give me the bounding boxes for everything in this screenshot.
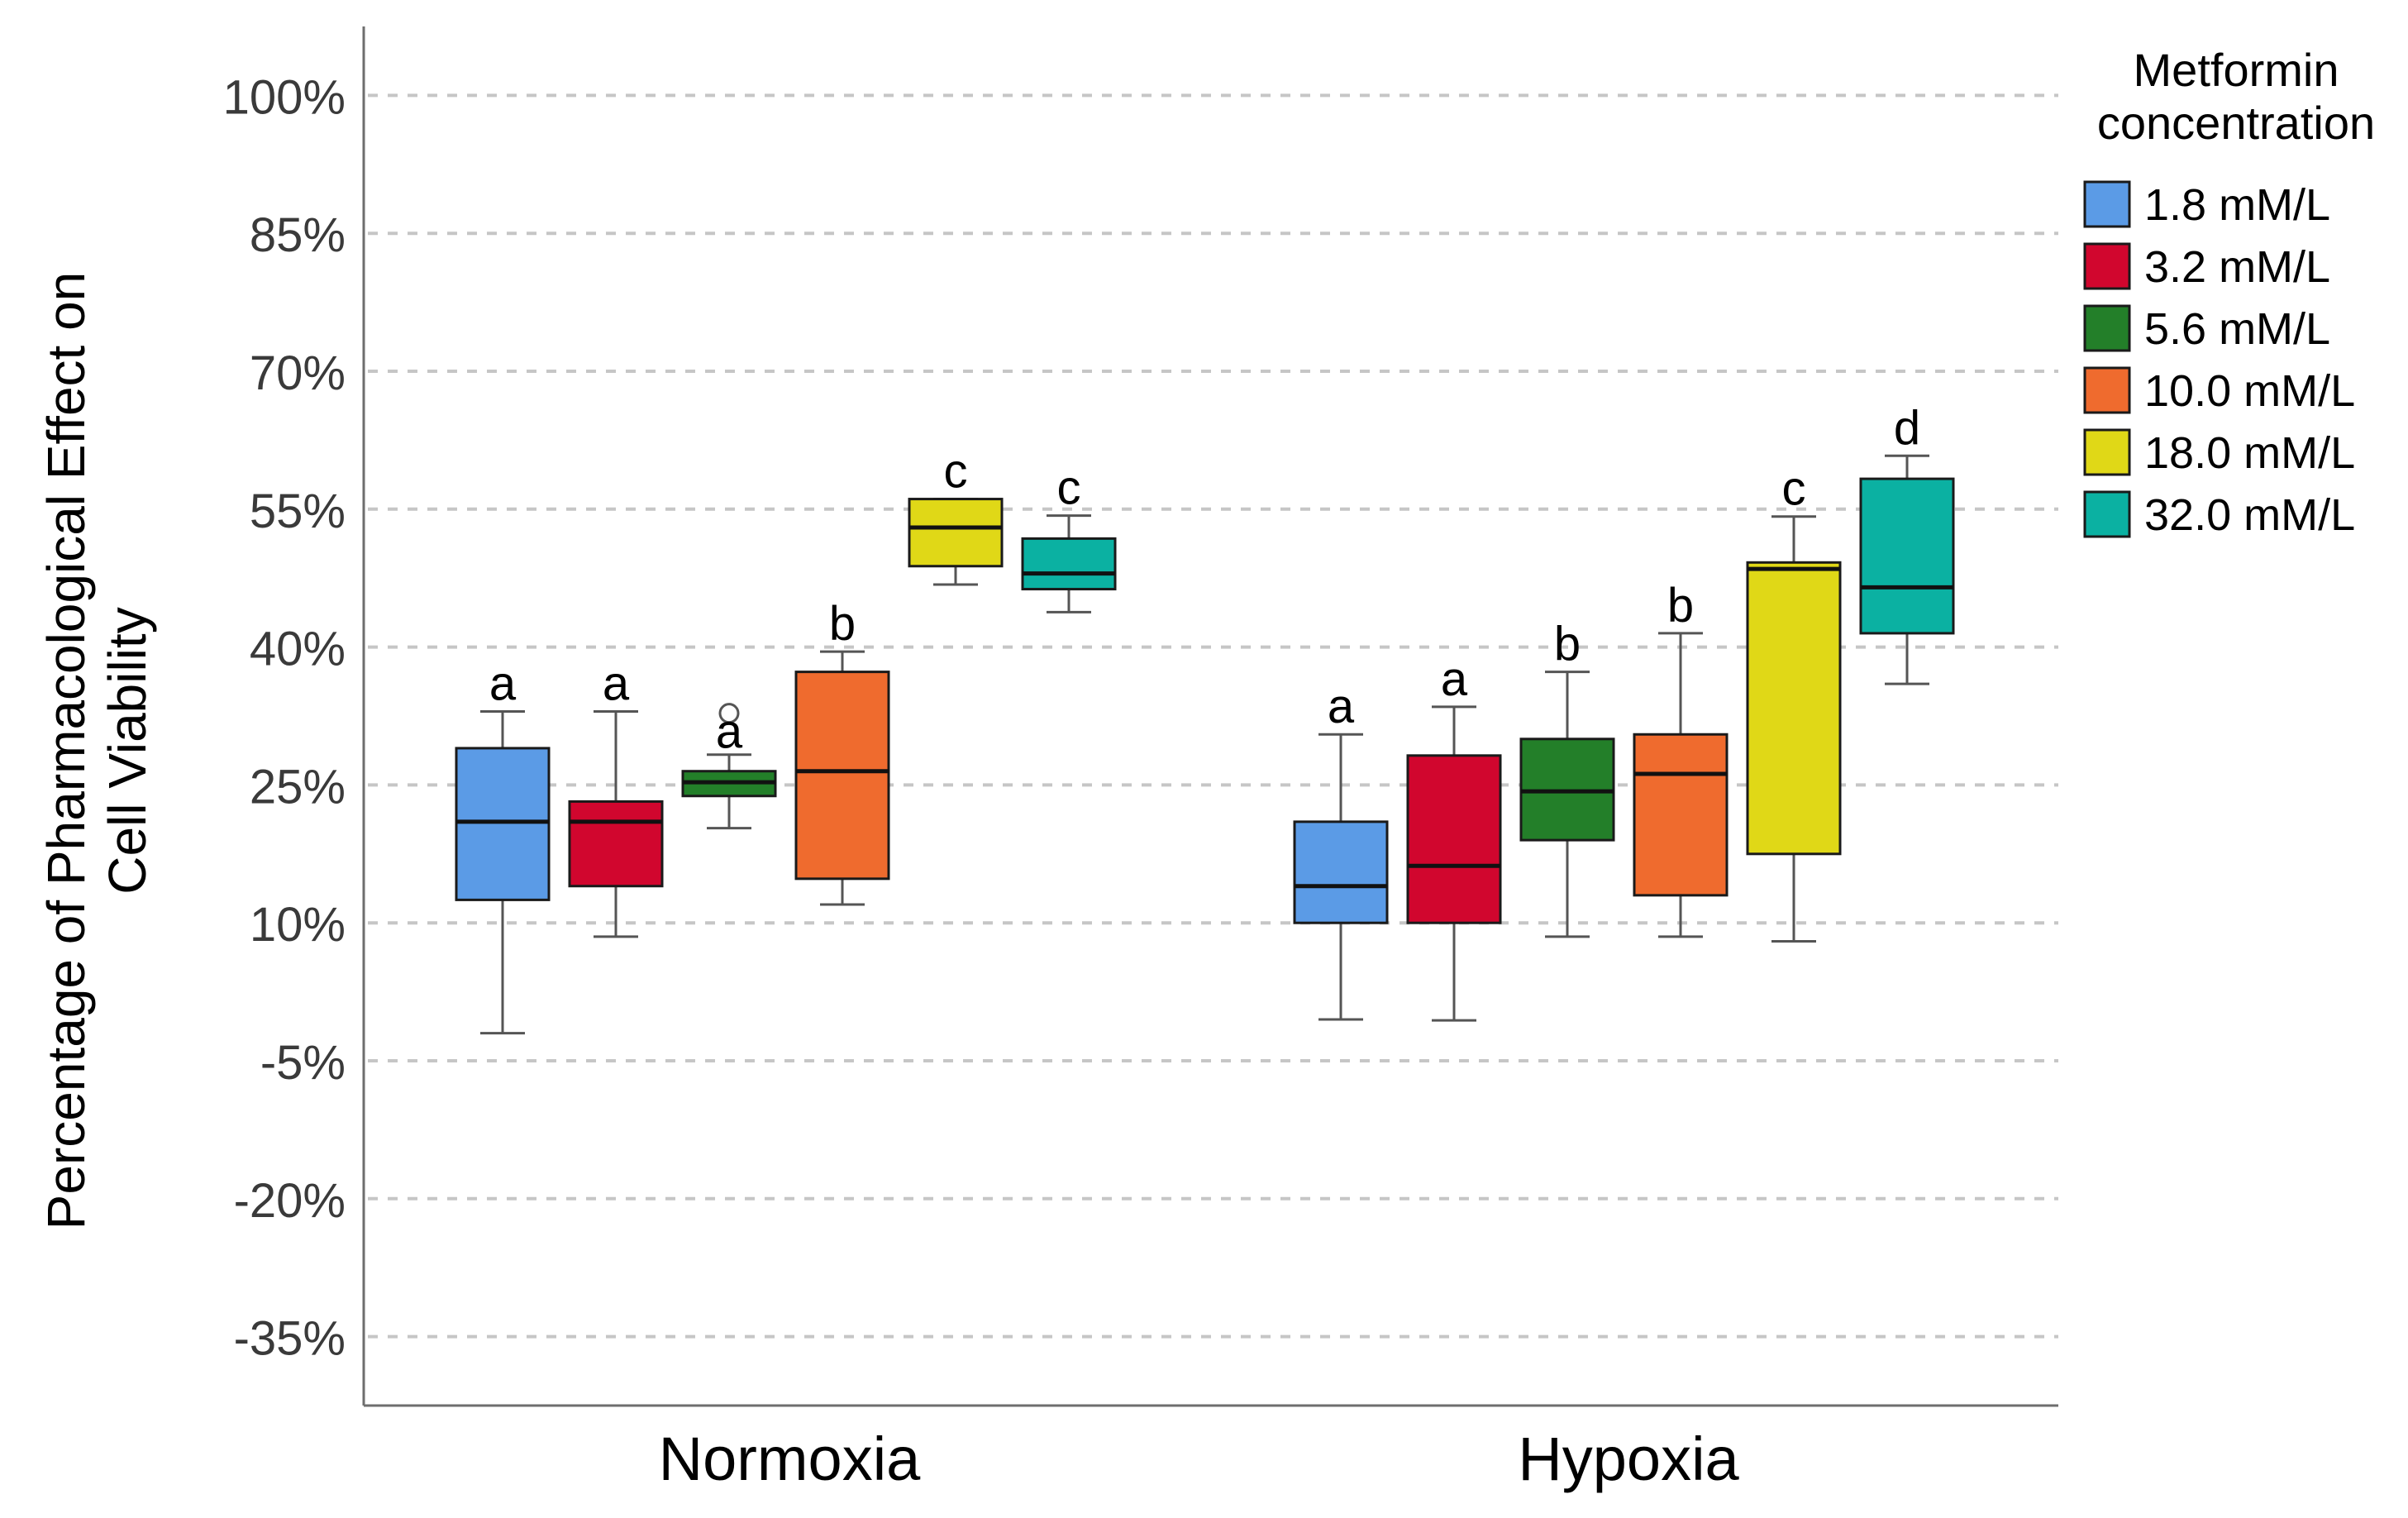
box-iqr	[908, 498, 1004, 568]
x-category-hypoxia: Hypoxia	[1518, 1425, 1739, 1493]
y-tick-label: 40%	[250, 623, 346, 676]
box-hypoxia-4	[1633, 632, 1729, 938]
legend-label: 32.0 mM/L	[2144, 490, 2355, 540]
y-tick-label: 10%	[250, 898, 346, 952]
box-iqr	[1293, 820, 1389, 924]
box-normoxia-6	[1021, 514, 1117, 613]
legend-swatch	[2083, 366, 2131, 414]
significance-letter: a	[1328, 680, 1355, 733]
significance-letter: b	[1667, 579, 1694, 632]
significance-letter: a	[603, 656, 630, 710]
y-tick-label: -35%	[234, 1312, 346, 1366]
box-iqr	[1021, 537, 1117, 591]
significance-letter: c	[1782, 462, 1806, 516]
box-iqr	[794, 671, 890, 881]
legend-item-3: 5.6 mM/L	[2083, 304, 2330, 354]
box-iqr	[1746, 561, 1842, 856]
significance-letter: b	[1554, 618, 1581, 671]
axes	[362, 26, 2058, 1407]
outlier-point	[718, 703, 740, 724]
legend-item-4: 10.0 mM/L	[2083, 366, 2355, 416]
x-category-normoxia: Normoxia	[659, 1425, 921, 1493]
y-axis-title-line2: Cell Viability	[98, 607, 157, 894]
legend-item-6: 32.0 mM/L	[2083, 490, 2355, 540]
y-tick-label: 55%	[250, 485, 346, 538]
legend-label: 5.6 mM/L	[2144, 304, 2330, 354]
significance-letters: a a a a a b b b c c c d	[489, 401, 1920, 758]
box-normoxia-1	[455, 709, 551, 1035]
significance-letter: a	[1441, 652, 1468, 706]
y-axis-title: Percentage of Pharmacological Effect on …	[36, 272, 157, 1230]
box-normoxia-4	[794, 650, 890, 906]
box-hypoxia-6	[1859, 454, 1955, 685]
box-hypoxia-1	[1293, 733, 1389, 1021]
legend-swatch	[2083, 304, 2131, 352]
significance-letter: c	[944, 445, 968, 499]
legend-label: 3.2 mM/L	[2144, 242, 2330, 292]
box-iqr	[568, 800, 664, 888]
box-normoxia-5	[908, 498, 1004, 586]
box-iqr	[455, 747, 551, 901]
legend-label: 1.8 mM/L	[2144, 180, 2330, 230]
significance-letter: b	[829, 597, 856, 651]
y-tick-label: -20%	[234, 1174, 346, 1228]
significance-letter: a	[716, 705, 743, 759]
legend-label: 18.0 mM/L	[2144, 428, 2355, 478]
y-axis-title-line1: Percentage of Pharmacological Effect on	[36, 272, 96, 1230]
legend-item-2: 3.2 mM/L	[2083, 242, 2330, 292]
legend-item-5: 18.0 mM/L	[2083, 428, 2355, 478]
significance-letter: c	[1057, 461, 1081, 515]
box-hypoxia-5	[1746, 515, 1842, 943]
box-iqr	[1406, 754, 1502, 924]
legend-title-line1: Metformin	[2134, 44, 2339, 96]
legend-swatch	[2083, 490, 2131, 538]
box-hypoxia-2	[1406, 705, 1502, 1022]
y-tick-label: 100%	[223, 70, 346, 124]
boxes	[455, 454, 1955, 1035]
significance-letter: d	[1894, 401, 1920, 455]
box-hypoxia-3	[1519, 671, 1615, 938]
legend-item-1: 1.8 mM/L	[2083, 180, 2330, 230]
legend-swatch	[2083, 428, 2131, 476]
legend-items: 1.8 mM/L 3.2 mM/L 5.6 mM/L 10.0 mM/L 18.0 mM…	[2083, 180, 2355, 540]
legend-title-line2: concentration	[2097, 97, 2375, 149]
box-iqr	[1859, 477, 1955, 635]
legend-swatch	[2083, 180, 2131, 228]
significance-letter: a	[489, 656, 517, 710]
y-tick-label: 25%	[250, 760, 346, 814]
y-tick-label: 70%	[250, 346, 346, 400]
y-tick-label: -5%	[260, 1036, 346, 1090]
y-tick-label: 85%	[250, 208, 346, 262]
box-normoxia-2	[568, 709, 664, 938]
y-tick-labels: -35% -20% -5% 10% 25% 40% 55% 70% 85% 100%	[223, 70, 346, 1365]
legend-swatch	[2083, 242, 2131, 290]
box-iqr	[1633, 733, 1729, 897]
legend: Metformin concentration 1.8 mM/L 3.2 mM/L…	[2083, 44, 2375, 540]
box-normoxia-3	[681, 703, 777, 830]
legend-label: 10.0 mM/L	[2144, 366, 2355, 416]
